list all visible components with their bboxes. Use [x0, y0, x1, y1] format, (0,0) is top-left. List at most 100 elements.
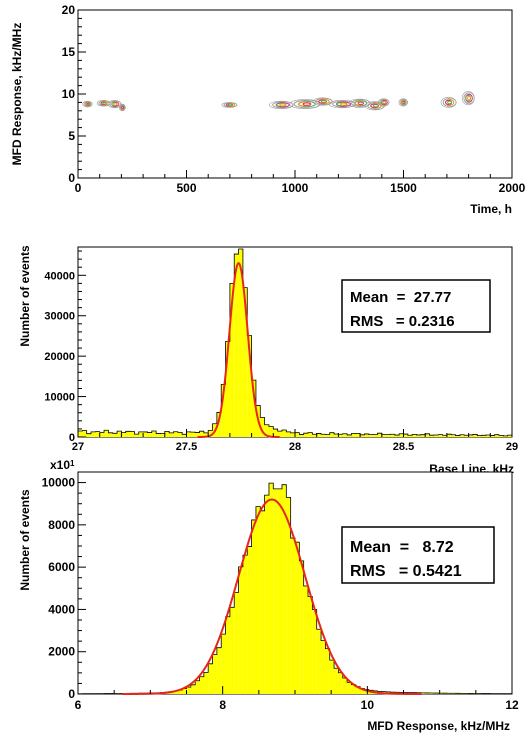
histogram-bin: [286, 497, 291, 694]
histogram-bin: [477, 435, 482, 437]
histogram-bin: [277, 431, 282, 437]
histogram-bin: [355, 433, 361, 437]
histogram-bin: [498, 435, 504, 437]
histogram-bin: [459, 434, 465, 437]
histogram-bars: [77, 482, 513, 695]
histogram-bin: [433, 693, 439, 694]
histogram-bin: [316, 629, 322, 694]
histogram-bin: [260, 417, 265, 437]
x-tick-label: 8: [219, 698, 226, 712]
histogram-bin: [229, 607, 235, 694]
x-tick-label: 6: [75, 698, 82, 712]
histogram-bin: [442, 693, 447, 694]
mfd-histogram-panel: 6 8 10 12 0 2000 4000 6000 8000 10000 x101 Mean …: [18, 458, 519, 733]
histogram-bin: [321, 640, 326, 694]
contour-cluster: [269, 100, 294, 109]
histogram-bin: [147, 432, 152, 437]
y-tick-label: 0: [68, 171, 75, 185]
histogram-bin: [355, 686, 361, 694]
axis-multiplier-base: x10: [50, 458, 70, 472]
histogram-bin: [425, 692, 430, 694]
histogram-bin: [338, 672, 343, 694]
histogram-bin: [164, 431, 170, 437]
x-tick-label: 1500: [390, 181, 417, 195]
contour-cluster: [328, 100, 356, 109]
histogram-bin: [407, 435, 413, 437]
y-tick-label: 6000: [48, 560, 75, 574]
histogram-bin: [95, 431, 100, 437]
y-tick-label: 30000: [44, 311, 75, 323]
histogram-bin: [203, 432, 209, 437]
histogram-bin: [182, 688, 187, 694]
histogram-bin: [390, 434, 395, 437]
histogram-bin: [138, 431, 144, 437]
histogram-bin: [507, 435, 512, 437]
histogram-bin: [394, 435, 400, 437]
contour-cluster: [377, 98, 390, 107]
contour-line: [86, 102, 90, 106]
contour-line: [269, 100, 294, 109]
y-tick-label: 20000: [44, 351, 75, 363]
histogram-bin: [190, 684, 196, 694]
histogram-bin: [312, 609, 317, 694]
y-tick-label: 10000: [44, 392, 75, 404]
histogram-bin: [130, 431, 135, 437]
histogram-bin: [286, 431, 291, 437]
contour-line: [121, 106, 125, 109]
histogram-bin: [251, 519, 256, 694]
contour-line: [302, 102, 312, 106]
x-tick-label: 0: [75, 181, 82, 195]
contour-cluster: [221, 102, 238, 108]
histogram-bin: [268, 426, 274, 437]
histogram-bin: [299, 560, 304, 694]
histogram-bin: [255, 506, 261, 694]
baseline-histogram-panel: 27 27.5 28 28.5 29 0 10000 20000 30000 40000 Mea…: [18, 245, 518, 476]
histogram-bin: [199, 676, 204, 694]
histogram-bin: [468, 434, 473, 437]
histogram-bin: [78, 430, 83, 437]
histogram-bin: [295, 432, 300, 437]
histogram-bin: [251, 380, 256, 437]
histogram-bin: [91, 431, 96, 437]
histogram-bin: [260, 510, 265, 694]
histogram-bin: [360, 688, 365, 694]
x-axis-ticks: 27 27.5 28 28.5 29: [72, 429, 518, 453]
x-tick-label: 27.5: [176, 441, 197, 453]
stats-rms: RMS = 0.5421: [350, 563, 462, 580]
histogram-bin: [238, 249, 243, 437]
contour-line: [228, 103, 233, 107]
contour-line: [339, 102, 348, 106]
histogram-bin: [238, 566, 243, 694]
histogram-bin: [186, 687, 191, 694]
histogram-bin: [481, 435, 486, 437]
histogram-bin: [117, 431, 122, 437]
histogram-bin: [173, 691, 178, 694]
histogram-bin: [312, 434, 317, 437]
histogram-bin: [247, 335, 252, 437]
histogram-bin: [208, 430, 213, 437]
contour-line: [382, 101, 387, 104]
x-tick-label: 27: [72, 441, 84, 453]
histogram-bin: [308, 596, 313, 694]
histogram-bin: [368, 434, 374, 437]
histogram-bin: [177, 432, 183, 437]
histogram-bin: [485, 435, 491, 437]
contour-clusters: [82, 91, 475, 112]
histogram-bin: [221, 634, 226, 694]
histogram-bin: [438, 434, 443, 437]
contour-line: [357, 101, 364, 105]
stats-mean: Mean = 27.77: [350, 289, 451, 306]
x-axis-label: Time, h: [470, 202, 512, 216]
histogram-bin: [303, 433, 309, 437]
histogram-bin: [329, 432, 335, 437]
histogram-bin: [472, 434, 478, 437]
x-axis-label: MFD Response, kHz/MHz: [367, 719, 510, 733]
histogram-bin: [290, 538, 295, 694]
y-axis-ticks: 0 5 10 15 20: [62, 3, 86, 185]
histogram-bin: [169, 432, 174, 437]
contour-line: [279, 103, 287, 107]
histogram-bin: [429, 693, 434, 694]
histogram-bin: [403, 434, 408, 437]
histogram-bin: [195, 432, 200, 437]
histogram-bin: [464, 435, 469, 437]
